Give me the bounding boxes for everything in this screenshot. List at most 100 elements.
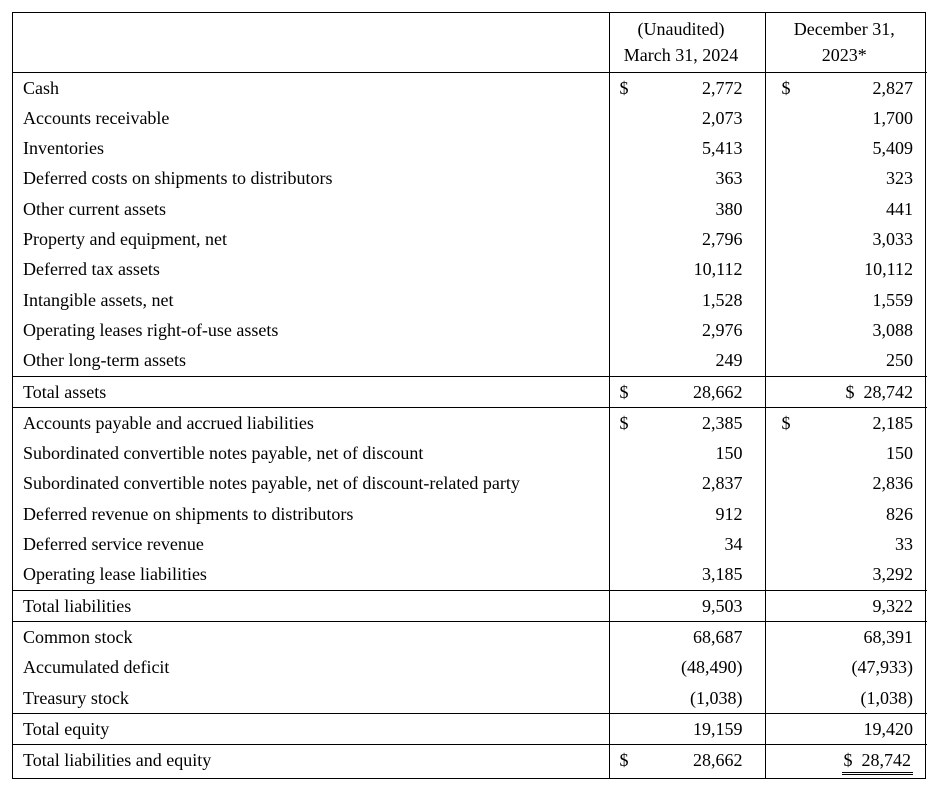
amount-cell: 912 [609,499,765,529]
amount-cell: 9,322 [765,590,927,621]
amount-cell: 19,159 [609,713,765,744]
amount-cell: 33 [765,529,927,559]
amount-cell: (1,038) [609,683,765,714]
table-row: Deferred costs on shipments to distribut… [13,163,927,193]
amount-cell: 2,796 [609,224,765,254]
row-label: Subordinated convertible notes payable, … [13,438,609,468]
amount-cell: 2,073 [609,103,765,133]
amount-cell: 2,837 [609,468,765,498]
amount-cell: 1,559 [765,285,927,315]
row-label: Deferred service revenue [13,529,609,559]
row-label: Cash [13,72,609,103]
table-row: Subordinated convertible notes payable, … [13,468,927,498]
row-label: Accounts payable and accrued liabilities [13,407,609,438]
table-row: Property and equipment, net2,7963,033 [13,224,927,254]
amount-cell: 68,391 [765,621,927,652]
table-row: Subordinated convertible notes payable, … [13,438,927,468]
amount-cell: 3,033 [765,224,927,254]
amount-cell: 363 [609,163,765,193]
table-row: Operating leases right-of-use assets2,97… [13,315,927,345]
amount-cell: 250 [765,345,927,376]
amount-cell: (47,933) [765,652,927,682]
amount-cell: $2,772 [609,72,765,103]
row-label: Intangible assets, net [13,285,609,315]
row-label: Total liabilities and equity [13,745,609,779]
amount-cell: 1,528 [609,285,765,315]
table-row: Total liabilities and equity$28,662$ 28,… [13,745,927,779]
table-row: Accumulated deficit(48,490)(47,933) [13,652,927,682]
amount-cell: $ 28,742 [765,745,927,779]
table-row: Total equity19,15919,420 [13,713,927,744]
table-row: Accounts payable and accrued liabilities… [13,407,927,438]
amount-cell: 3,088 [765,315,927,345]
amount-cell: 3,292 [765,559,927,590]
amount-cell: 150 [609,438,765,468]
table-row: Deferred revenue on shipments to distrib… [13,499,927,529]
amount-cell: 150 [765,438,927,468]
header-blank-2 [13,43,609,72]
amount-cell: $28,662 [609,376,765,407]
table-row: Inventories5,4135,409 [13,133,927,163]
table-row: Common stock68,68768,391 [13,621,927,652]
row-label: Other long-term assets [13,345,609,376]
row-label: Accumulated deficit [13,652,609,682]
amount-cell: 5,413 [609,133,765,163]
amount-cell: $ 28,742 [765,376,927,407]
row-label: Total assets [13,376,609,407]
row-label: Total equity [13,713,609,744]
table-row: Other current assets380441 [13,194,927,224]
table-row: Intangible assets, net1,5281,559 [13,285,927,315]
row-label: Operating leases right-of-use assets [13,315,609,345]
row-label: Inventories [13,133,609,163]
row-label: Deferred revenue on shipments to distrib… [13,499,609,529]
row-label: Other current assets [13,194,609,224]
row-label: Operating lease liabilities [13,559,609,590]
header-col1-line1: (Unaudited) [609,13,765,43]
amount-cell: 2,836 [765,468,927,498]
table-row: Cash$2,772$2,827 [13,72,927,103]
header-blank [13,13,609,43]
amount-cell: 10,112 [609,254,765,284]
financial-table: (Unaudited) December 31, March 31, 2024 … [13,13,927,778]
row-label: Treasury stock [13,683,609,714]
table-row: Other long-term assets249250 [13,345,927,376]
row-label: Deferred costs on shipments to distribut… [13,163,609,193]
amount-cell: 19,420 [765,713,927,744]
table-row: Treasury stock(1,038)(1,038) [13,683,927,714]
row-label: Accounts receivable [13,103,609,133]
header-row-2: March 31, 2024 2023* [13,43,927,72]
table-row: Deferred service revenue3433 [13,529,927,559]
amount-cell: $2,827 [765,72,927,103]
table-row: Total assets$28,662$ 28,742 [13,376,927,407]
amount-cell: 380 [609,194,765,224]
amount-cell: 68,687 [609,621,765,652]
table-row: Deferred tax assets10,11210,112 [13,254,927,284]
amount-cell: 3,185 [609,559,765,590]
amount-cell: $28,662 [609,745,765,779]
amount-cell: $2,385 [609,407,765,438]
header-col2-line2: 2023* [765,43,927,72]
row-label: Common stock [13,621,609,652]
amount-cell: (48,490) [609,652,765,682]
header-col2-line1: December 31, [765,13,927,43]
header-row-1: (Unaudited) December 31, [13,13,927,43]
amount-cell: 5,409 [765,133,927,163]
amount-cell: 2,976 [609,315,765,345]
amount-cell: $2,185 [765,407,927,438]
row-label: Total liabilities [13,590,609,621]
amount-cell: 1,700 [765,103,927,133]
table-row: Operating lease liabilities3,1853,292 [13,559,927,590]
amount-cell: 249 [609,345,765,376]
amount-cell: 34 [609,529,765,559]
header-col1-line2: March 31, 2024 [609,43,765,72]
amount-cell: (1,038) [765,683,927,714]
row-label: Deferred tax assets [13,254,609,284]
row-label: Property and equipment, net [13,224,609,254]
balance-sheet-table: (Unaudited) December 31, March 31, 2024 … [12,12,926,779]
amount-cell: 323 [765,163,927,193]
table-row: Total liabilities9,5039,322 [13,590,927,621]
amount-cell: 441 [765,194,927,224]
amount-cell: 10,112 [765,254,927,284]
table-row: Accounts receivable2,0731,700 [13,103,927,133]
row-label: Subordinated convertible notes payable, … [13,468,609,498]
